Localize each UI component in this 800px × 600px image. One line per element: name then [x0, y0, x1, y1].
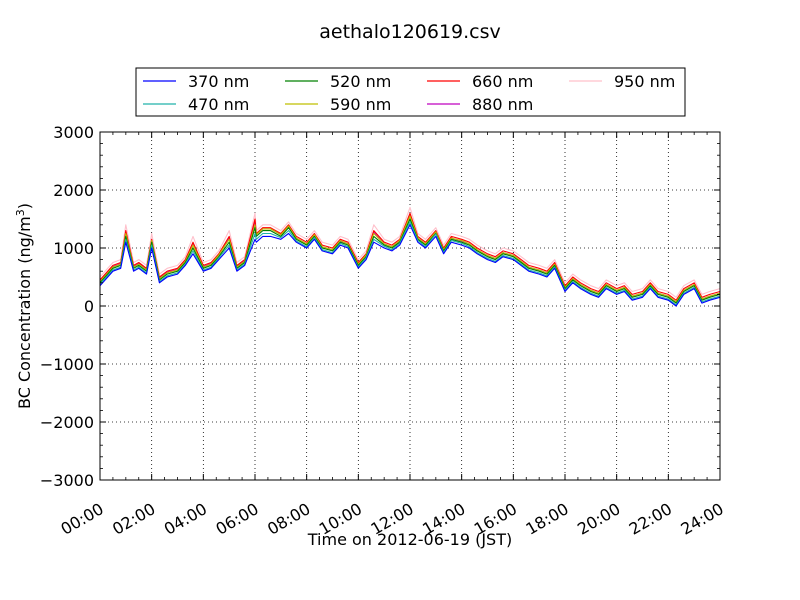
- series-line-950-nm: [99, 206, 721, 298]
- grid: [100, 132, 720, 480]
- ticks: [99, 131, 721, 481]
- series-line-470-nm: [99, 221, 721, 306]
- y-tick-label: 3000: [53, 123, 94, 142]
- y-axis-label-text: BC Concentration (ng/m: [15, 216, 34, 409]
- legend-label: 880 nm: [472, 95, 533, 114]
- legend-label: 370 nm: [188, 72, 249, 91]
- y-tick-labels: −3000 −2000 −1000 0 1000 2000 3000: [40, 123, 94, 490]
- y-tick-label: −1000: [40, 355, 94, 374]
- legend-label: 660 nm: [472, 72, 533, 91]
- legend-label: 470 nm: [188, 95, 249, 114]
- legend-box: [135, 67, 686, 117]
- series-layer: [99, 206, 721, 307]
- series-line-590-nm: [99, 215, 721, 303]
- y-axis-label-superscript: 3: [14, 209, 27, 216]
- y-tick-label: 2000: [53, 181, 94, 200]
- chart-title: aethalo120619.csv: [319, 21, 501, 43]
- y-tick-label: −3000: [40, 471, 94, 490]
- legend-label: 950 nm: [614, 72, 675, 91]
- y-tick-label: −2000: [40, 413, 94, 432]
- y-tick-label: 1000: [53, 239, 94, 258]
- series-line-370-nm: [99, 224, 721, 307]
- legend-label: 520 nm: [330, 72, 391, 91]
- y-axis-label-close: ): [15, 203, 34, 209]
- y-axis-label: BC Concentration (ng/m3): [14, 203, 34, 409]
- y-tick-label: 0: [84, 297, 94, 316]
- legend: 370 nm 470 nm 520 nm 590 nm 660 nm 880 nm 950 …: [135, 67, 686, 117]
- x-axis-label: Time on 2012-06-19 (JST): [307, 530, 512, 549]
- legend-label: 590 nm: [330, 95, 391, 114]
